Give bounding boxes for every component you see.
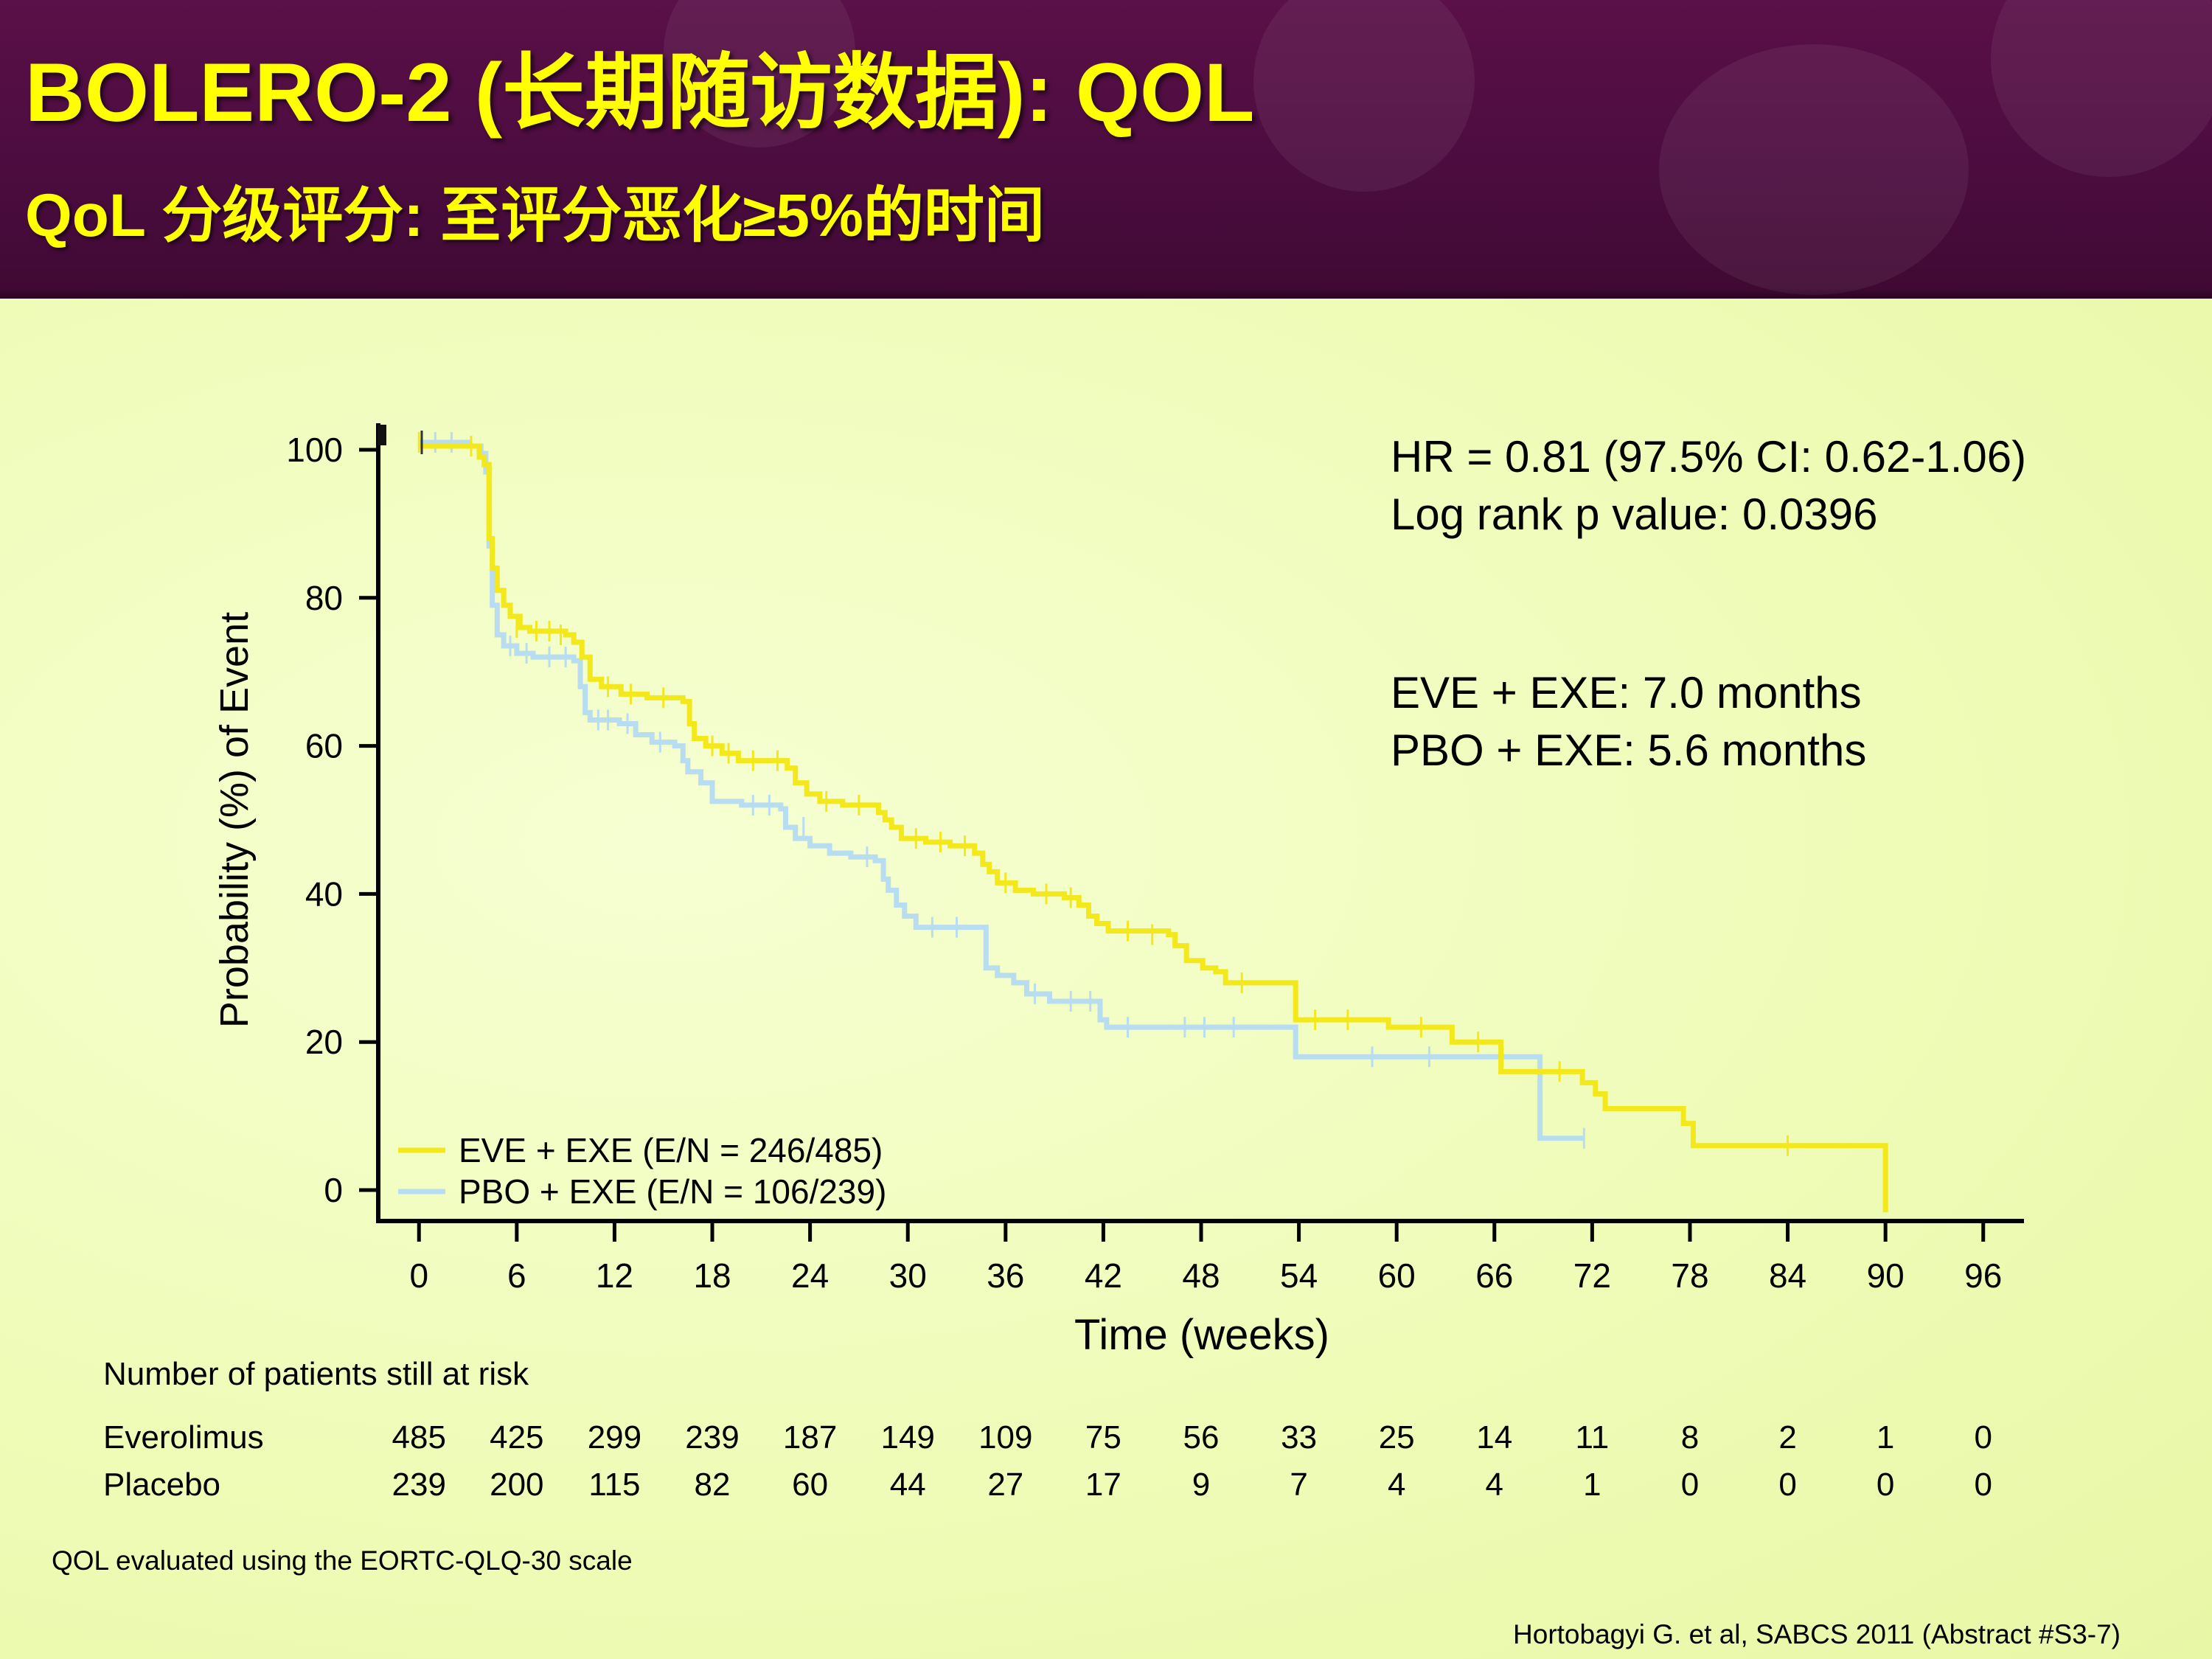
risk-table-title: Number of patients still at risk xyxy=(103,1356,529,1392)
risk-cell: 2 xyxy=(1778,1419,1797,1455)
risk-cell: 200 xyxy=(490,1467,544,1503)
risk-row-label-placebo: Placebo xyxy=(103,1467,221,1503)
risk-cell: 75 xyxy=(1085,1419,1121,1455)
y-tick-label: 100 xyxy=(286,431,343,469)
x-tick-label: 48 xyxy=(1182,1256,1220,1295)
risk-cell: 0 xyxy=(1876,1467,1895,1503)
x-axis-label: Time (weeks) xyxy=(1074,1311,1329,1359)
page-title: BOLERO-2 (长期随访数据): QOL xyxy=(25,46,1255,139)
risk-cell: 0 xyxy=(1974,1419,1992,1455)
risk-cell: 11 xyxy=(1575,1419,1610,1455)
risk-cell: 44 xyxy=(889,1467,926,1503)
risk-cell: 299 xyxy=(587,1419,642,1455)
y-tick-label: 40 xyxy=(305,874,343,913)
risk-cell: 7 xyxy=(1290,1467,1308,1503)
risk-cell: 4 xyxy=(1485,1467,1504,1503)
risk-cell: 485 xyxy=(392,1419,446,1455)
risk-cell: 56 xyxy=(1183,1419,1220,1455)
risk-cell: 0 xyxy=(1974,1467,1992,1503)
footnote: QOL evaluated using the EORTC-QLQ-30 sca… xyxy=(52,1545,633,1576)
x-tick-label: 60 xyxy=(1378,1256,1416,1295)
slide-header: BOLERO-2 (长期随访数据): QOL QoL 分级评分: 至评分恶化≥5… xyxy=(0,0,2212,299)
y-tick-label: 80 xyxy=(305,579,343,617)
risk-cell: 239 xyxy=(392,1467,446,1503)
x-tick-label: 72 xyxy=(1573,1256,1611,1295)
series-line-pbo xyxy=(419,439,1585,1141)
origin-censor-mark xyxy=(378,425,386,445)
x-tick-label: 30 xyxy=(889,1256,927,1295)
chart-series xyxy=(378,425,1888,1213)
risk-cell: 9 xyxy=(1192,1467,1211,1503)
page-subtitle: QoL 分级评分: 至评分恶化≥5%的时间 xyxy=(25,182,1045,249)
risk-cell: 17 xyxy=(1085,1467,1121,1503)
risk-row-label-everolimus: Everolimus xyxy=(103,1419,264,1455)
y-tick-label: 20 xyxy=(305,1023,343,1061)
slide-body xyxy=(0,299,2212,1659)
x-tick-label: 96 xyxy=(1964,1256,2002,1295)
risk-cell: 0 xyxy=(1680,1467,1700,1503)
risk-cell: 8 xyxy=(1680,1419,1700,1455)
y-tick-label: 0 xyxy=(324,1171,343,1209)
median-eve-text: EVE + EXE: 7.0 months xyxy=(1391,668,1862,717)
header-decoration xyxy=(1659,44,1969,295)
risk-cell: 109 xyxy=(978,1419,1033,1455)
y-axis-label: Probability (%) of Event xyxy=(212,612,257,1028)
x-tick-label: 66 xyxy=(1475,1256,1513,1295)
x-tick-label: 90 xyxy=(1867,1256,1905,1295)
risk-cell: 14 xyxy=(1476,1419,1513,1455)
risk-cell: 4 xyxy=(1387,1467,1406,1503)
risk-cell: 115 xyxy=(588,1467,641,1503)
x-tick-label: 54 xyxy=(1280,1256,1318,1295)
hr-text: HR = 0.81 (97.5% CI: 0.62-1.06) xyxy=(1391,432,2027,481)
citation: Hortobagyi G. et al, SABCS 2011 (Abstrac… xyxy=(1513,1619,2121,1649)
risk-cell: 33 xyxy=(1281,1419,1318,1455)
header-decoration xyxy=(664,0,855,147)
risk-cell: 25 xyxy=(1378,1419,1415,1455)
risk-cell: 425 xyxy=(490,1419,544,1455)
chart-legend: EVE + EXE (E/N = 246/485)PBO + EXE (E/N … xyxy=(398,1131,886,1211)
y-tick-label: 60 xyxy=(305,727,343,765)
x-tick-label: 42 xyxy=(1085,1256,1122,1295)
x-tick-label: 36 xyxy=(987,1256,1024,1295)
risk-cell: 60 xyxy=(792,1467,829,1503)
header-decoration xyxy=(1253,0,1475,192)
legend-label: PBO + EXE (E/N = 106/239) xyxy=(459,1172,886,1211)
risk-cell: 0 xyxy=(1778,1467,1797,1503)
risk-cell: 239 xyxy=(685,1419,740,1455)
x-tick-label: 12 xyxy=(596,1256,633,1295)
logrank-text: Log rank p value: 0.0396 xyxy=(1391,490,1878,539)
series-line-eve xyxy=(419,443,1888,1213)
x-tick-label: 18 xyxy=(693,1256,731,1295)
risk-cell: 27 xyxy=(987,1467,1024,1503)
x-tick-label: 84 xyxy=(1769,1256,1806,1295)
x-tick-label: 0 xyxy=(409,1256,428,1295)
risk-cell: 149 xyxy=(880,1419,935,1455)
legend-label: EVE + EXE (E/N = 246/485) xyxy=(459,1131,883,1169)
x-tick-label: 6 xyxy=(507,1256,526,1295)
median-pbo-text: PBO + EXE: 5.6 months xyxy=(1391,726,1867,775)
x-tick-label: 24 xyxy=(791,1256,829,1295)
risk-cell: 1 xyxy=(1876,1419,1895,1455)
risk-cell: 187 xyxy=(782,1419,838,1455)
x-tick-label: 78 xyxy=(1671,1256,1708,1295)
risk-cell: 82 xyxy=(694,1467,731,1503)
risk-cell: 1 xyxy=(1583,1467,1601,1503)
chart-axes: 0 20 40 60 80 100 0 6 12 18 24 30 36 42 48 54 60 66 72 78 84… xyxy=(212,423,2024,1359)
